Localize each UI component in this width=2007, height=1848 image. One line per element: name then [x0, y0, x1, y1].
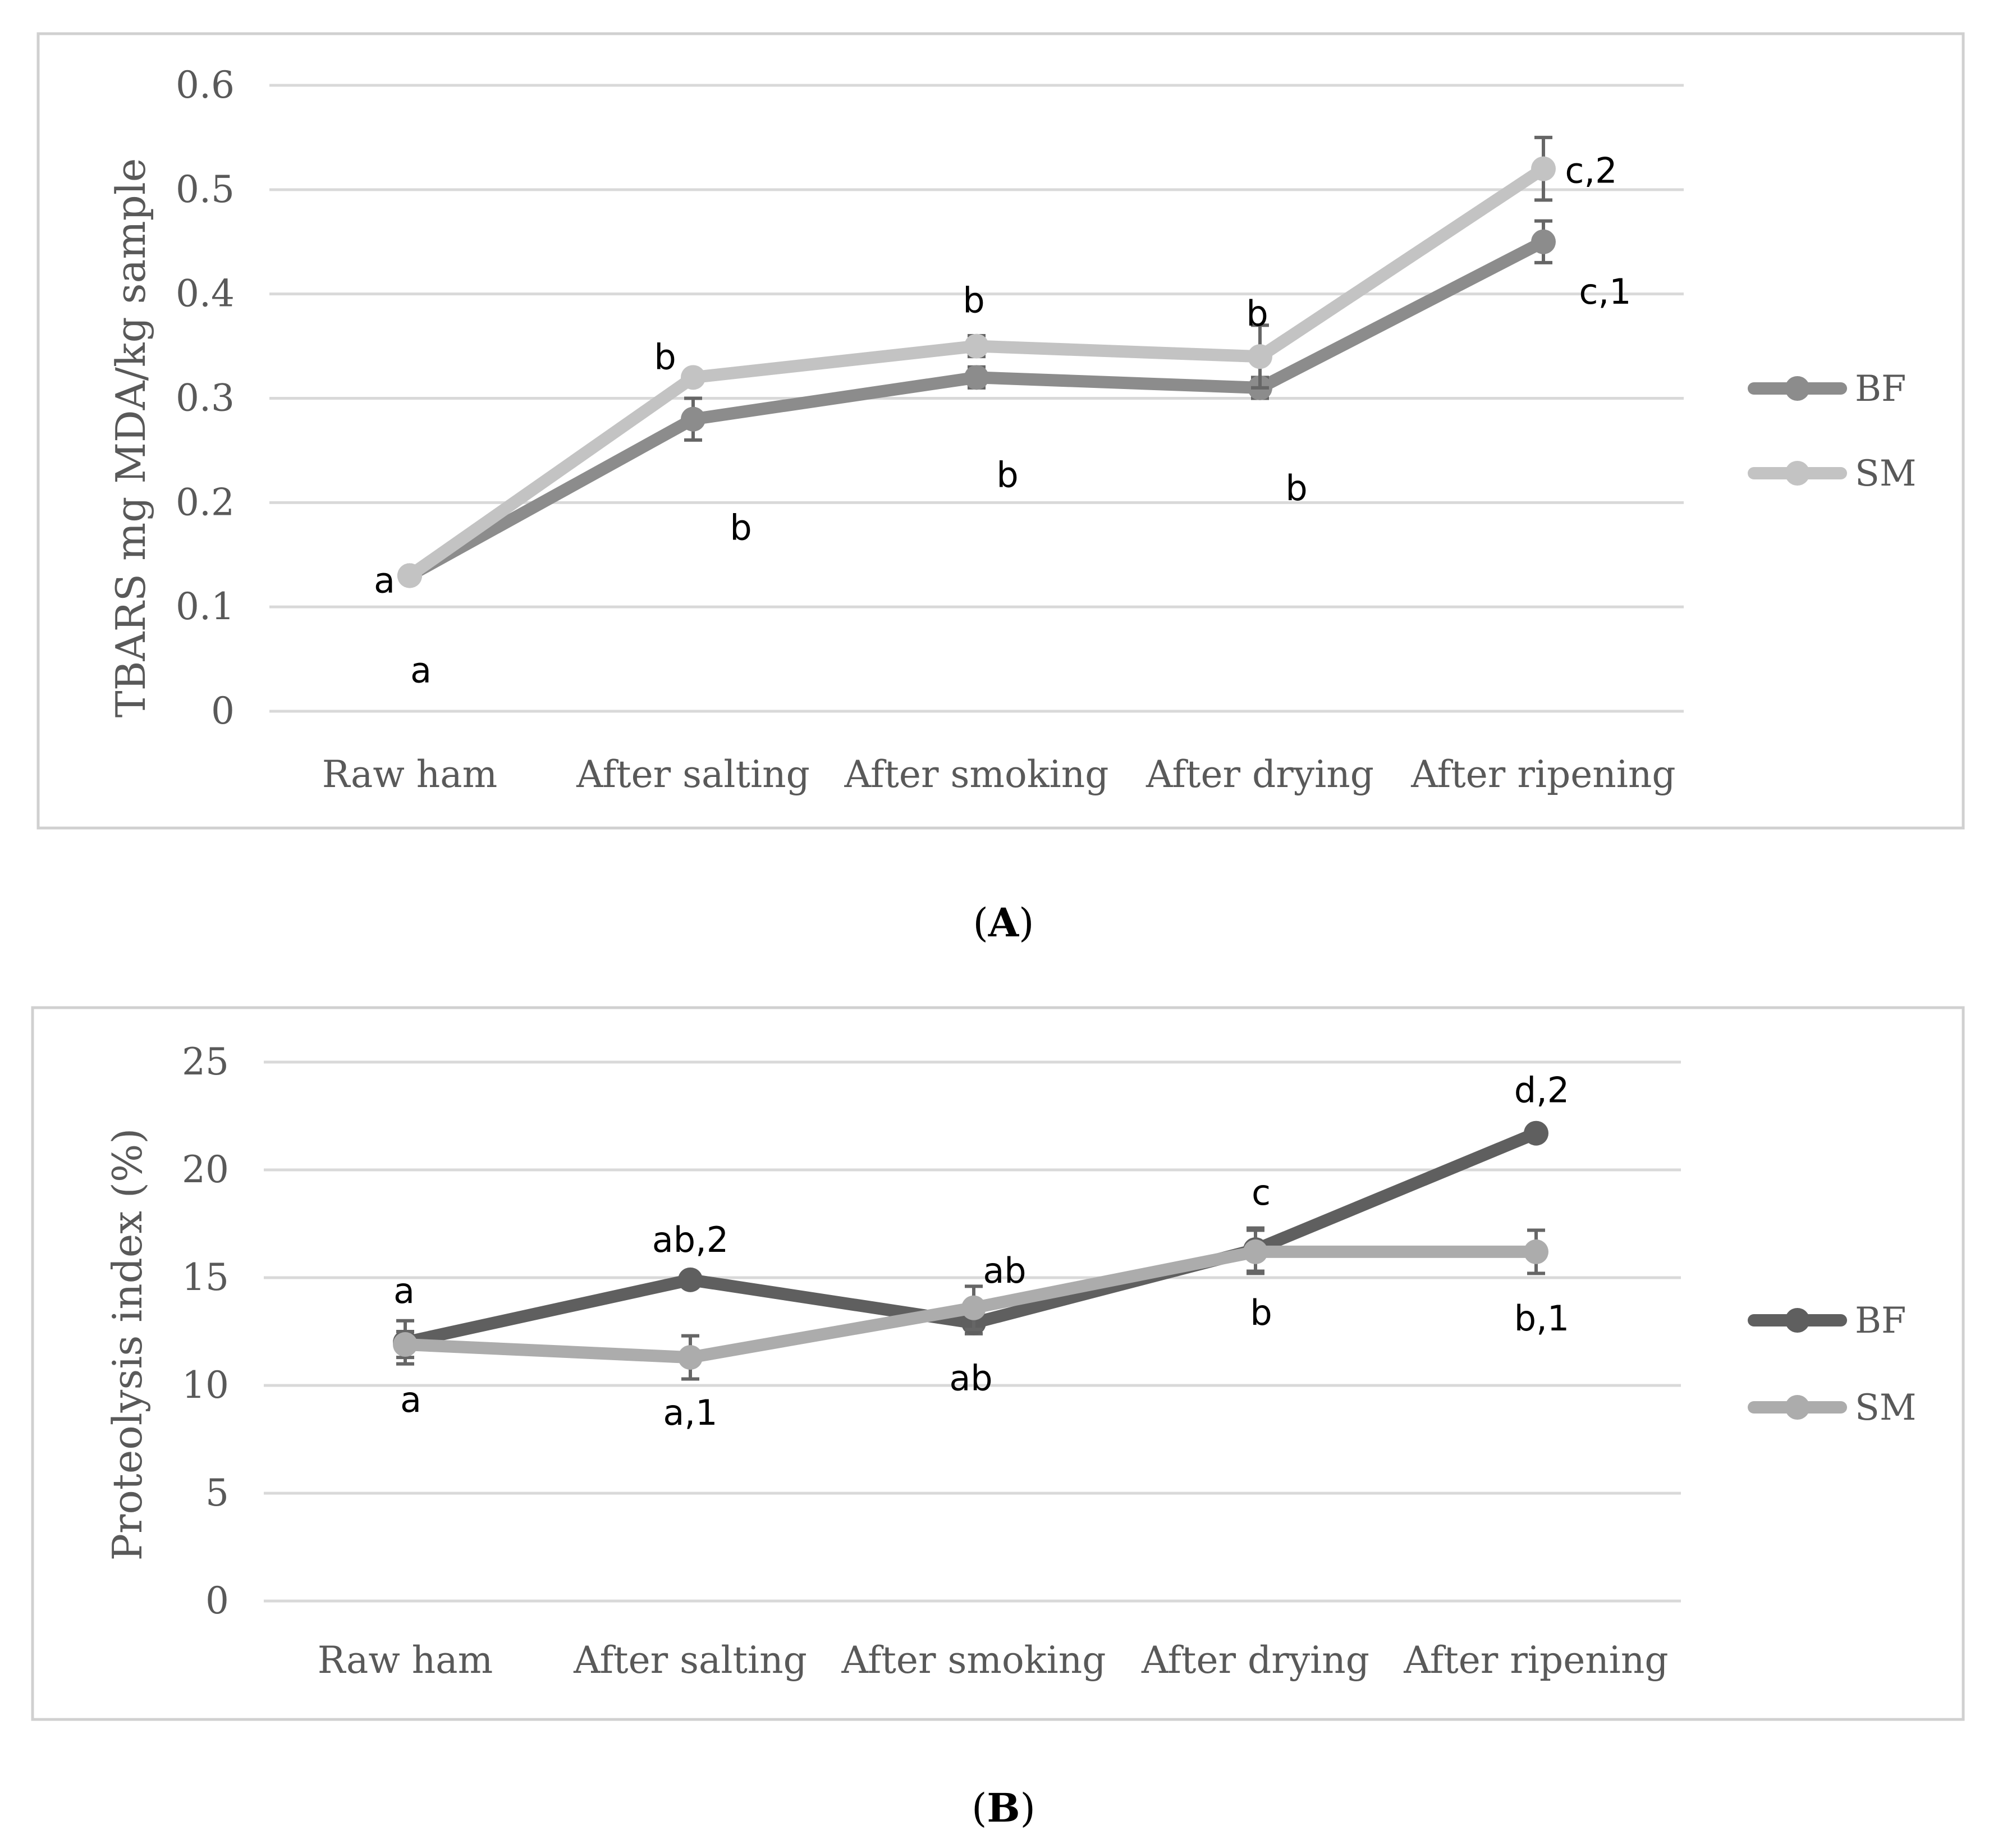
panel-a-gridlines: [269, 84, 1684, 713]
panel-a-legend: BF SM: [1748, 368, 1916, 495]
panel-b-series: a ab,2 ab c d,2 a a,1 ab b b,1: [393, 1070, 1569, 1433]
panel-a-series-sm: a b b b c,2: [374, 135, 1617, 601]
panel-a-x-tick-label: After ripening: [1410, 753, 1675, 796]
data-point: [678, 1267, 703, 1292]
panel-a-x-axis: Raw ham After salting After smoking After d…: [322, 753, 1676, 796]
significance-label: c,2: [1565, 150, 1617, 191]
panel-a-x-tick-label: After salting: [576, 753, 810, 796]
legend-item-sm: SM: [1748, 1387, 1916, 1429]
panel-b-y-tick-label: 25: [182, 1040, 229, 1083]
panel-a-y-tick-label: 0.6: [176, 63, 235, 107]
panel-a-frame: [36, 32, 1965, 830]
panel-b-y-axis: 0 5 10 15 20 25: [182, 1040, 229, 1622]
panel-b-y-label: Proteolysis index (%): [104, 1128, 151, 1561]
panel-b-y-tick-label: 5: [205, 1471, 229, 1515]
panel-b-x-tick-label: After drying: [1141, 1639, 1369, 1682]
panel-b-caption-letter: B: [987, 1785, 1020, 1831]
data-point: [1243, 1239, 1268, 1264]
significance-label: ab,2: [652, 1219, 729, 1260]
panel-a-y-axis: 0 0.1 0.2 0.3 0.4 0.5 0.6: [176, 63, 235, 733]
panel-a-x-tick-label: After smoking: [844, 753, 1108, 796]
data-point: [961, 1295, 986, 1320]
panel-a-y-tick-label: 0: [211, 689, 235, 733]
data-point: [1248, 344, 1272, 369]
data-point: [681, 406, 705, 432]
panel-b-x-tick-label: Raw ham: [318, 1639, 493, 1682]
panel-b-frame: [31, 1006, 1965, 1721]
panel-b-x-tick-label: After smoking: [841, 1639, 1106, 1682]
panel-a: 0 0.1 0.2 0.3 0.4 0.5 0.6 Raw ham After salting…: [36, 32, 1965, 946]
significance-label: b: [1250, 1292, 1272, 1333]
panel-b-x-tick-label: After ripening: [1403, 1639, 1668, 1682]
panel-a-caption: (A): [973, 899, 1034, 946]
significance-label: a: [410, 649, 432, 690]
legend-item-bf: BF: [1748, 368, 1906, 410]
significance-label: b: [1285, 468, 1307, 509]
data-point: [397, 563, 422, 588]
legend-marker: [1785, 1395, 1810, 1420]
significance-label: a: [374, 560, 395, 601]
panel-b-y-tick-label: 10: [182, 1364, 229, 1407]
significance-label: c,1: [1579, 271, 1631, 312]
panel-b-caption: (B): [972, 1785, 1035, 1831]
data-point: [1531, 156, 1556, 181]
data-point: [681, 365, 705, 390]
legend-label: BF: [1855, 368, 1906, 410]
legend-item-bf: BF: [1748, 1300, 1906, 1342]
data-point: [964, 365, 989, 390]
significance-label: c: [1252, 1172, 1271, 1213]
panel-b-y-tick-label: 0: [205, 1579, 229, 1622]
panel-b: 0 5 10 15 20 25 Raw ham After salting After smo…: [31, 1006, 1965, 1831]
panel-a-y-tick-label: 0.5: [176, 168, 235, 211]
significance-label: b: [730, 507, 752, 548]
panel-a-x-tick-label: After drying: [1145, 753, 1374, 796]
significance-label: d,2: [1514, 1070, 1570, 1111]
panel-a-y-tick-label: 0.1: [176, 585, 235, 628]
significance-label: b: [996, 454, 1018, 495]
legend-label: SM: [1855, 453, 1916, 495]
data-point: [678, 1345, 703, 1370]
significance-label: b: [1246, 293, 1268, 334]
panel-b-series-sm: a a,1 ab b b,1: [393, 1228, 1570, 1433]
significance-label: ab: [983, 1250, 1026, 1291]
significance-label: b: [963, 280, 984, 321]
data-point: [1524, 1120, 1548, 1146]
panel-a-x-tick-label: Raw ham: [322, 753, 497, 796]
panel-b-legend: BF SM: [1748, 1300, 1916, 1429]
panel-b-x-tick-label: After salting: [573, 1639, 807, 1682]
significance-label: ab: [949, 1358, 992, 1399]
data-point: [964, 333, 989, 359]
data-point: [1524, 1239, 1548, 1264]
panel-b-gridlines: [264, 1060, 1681, 1603]
legend-marker: [1785, 461, 1810, 486]
panel-b-y-tick-label: 15: [182, 1256, 229, 1299]
legend-label: BF: [1855, 1300, 1906, 1342]
legend-label: SM: [1855, 1387, 1916, 1429]
significance-label: b,1: [1514, 1298, 1570, 1339]
panel-a-caption-letter: A: [988, 899, 1020, 946]
legend-marker: [1785, 1308, 1810, 1333]
legend-marker: [1785, 376, 1810, 401]
panel-b-x-axis: Raw ham After salting After smoking After d…: [318, 1639, 1669, 1682]
significance-label: a,1: [663, 1392, 717, 1433]
panel-b-y-tick-label: 20: [182, 1148, 229, 1191]
legend-item-sm: SM: [1748, 453, 1916, 495]
panel-a-y-tick-label: 0.2: [176, 481, 235, 524]
panel-a-series: a b b b c,1 a b b b c,2: [374, 135, 1632, 690]
significance-label: a: [393, 1270, 415, 1311]
significance-label: b: [654, 336, 676, 377]
data-point: [393, 1332, 418, 1357]
data-point: [1531, 229, 1556, 254]
significance-label: a: [400, 1379, 421, 1420]
panel-a-y-tick-label: 0.3: [176, 377, 235, 420]
panel-a-y-tick-label: 0.4: [176, 272, 235, 315]
panel-a-y-label: TBARS mg MDA/kg sample: [107, 158, 154, 718]
